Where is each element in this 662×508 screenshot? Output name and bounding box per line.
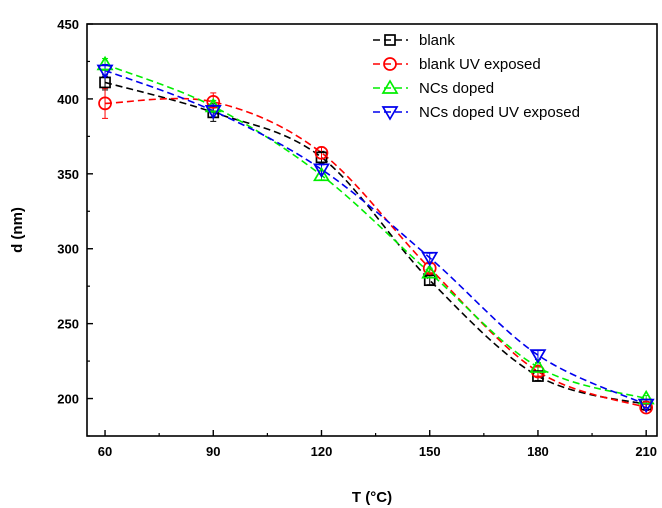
data-point <box>639 400 654 415</box>
data-point <box>313 166 330 182</box>
series-line-0 <box>104 81 647 406</box>
x-tick-label: 150 <box>419 444 441 459</box>
y-tick-label: 450 <box>57 17 79 32</box>
data-point <box>314 145 329 160</box>
legend-label: NCs doped UV exposed <box>419 104 580 121</box>
series-markers <box>96 55 655 415</box>
legend-marker <box>383 57 397 71</box>
axis-ticks <box>87 23 647 437</box>
y-tick-label: 250 <box>57 317 79 332</box>
y-axis-title: d (nm) <box>9 207 26 253</box>
legend-item: blank <box>373 32 455 49</box>
legend-label: blank UV exposed <box>419 56 541 73</box>
data-point <box>313 163 330 179</box>
data-point <box>204 105 222 120</box>
legend-item: blank UV exposed <box>373 56 541 73</box>
legend-label: NCs doped <box>419 80 494 97</box>
axis-tick-labels: 60 90 120 150 180 210 200 250 300 350 400 450 <box>57 17 657 459</box>
legend-marker <box>381 79 399 94</box>
legend-marker <box>381 106 399 121</box>
legend-marker <box>384 34 396 46</box>
data-point <box>423 274 436 287</box>
data-point <box>637 398 655 414</box>
series-line-3 <box>104 69 647 406</box>
legend-item: NCs doped UV exposed <box>373 104 580 121</box>
legend-item: NCs doped <box>373 79 494 97</box>
y-tick-label: 200 <box>57 392 79 407</box>
x-tick-label: 60 <box>98 444 112 459</box>
y-tick-label: 400 <box>57 92 79 107</box>
legend-label: blank <box>419 32 455 49</box>
plot-frame <box>86 23 658 437</box>
data-point <box>529 349 547 364</box>
x-tick-label: 90 <box>206 444 220 459</box>
legend: blank blank UV exposed NCs doped NCs doped … <box>373 32 580 121</box>
x-tick-label: 180 <box>527 444 549 459</box>
data-point <box>637 389 655 405</box>
data-point <box>421 264 439 279</box>
data-point <box>422 261 437 276</box>
x-tick-label: 120 <box>311 444 333 459</box>
data-point <box>206 95 221 109</box>
data-point <box>421 251 439 267</box>
y-tick-label: 350 <box>57 167 79 182</box>
series-line-1 <box>105 97 647 409</box>
x-axis-title: T (°C) <box>352 489 392 506</box>
x-tick-label: 210 <box>635 444 657 459</box>
y-tick-label: 300 <box>57 242 79 257</box>
data-point <box>96 55 114 71</box>
data-point <box>98 96 112 111</box>
data-point <box>529 358 547 373</box>
data-point <box>96 64 114 80</box>
